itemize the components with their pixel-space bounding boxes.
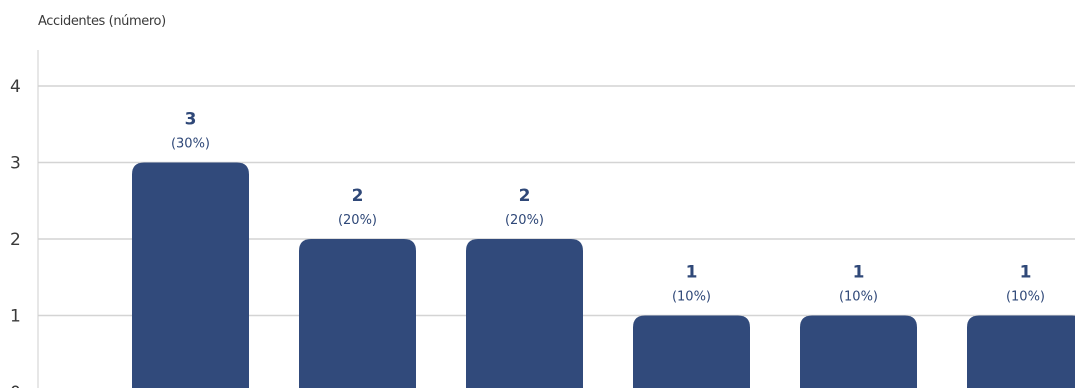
bar-1 [132, 162, 249, 388]
percent-label-3: (20%) [505, 213, 544, 228]
bar-2 [299, 239, 416, 388]
percent-label-5: (10%) [839, 290, 878, 305]
y-tick-labels: 0 1 2 3 4 [10, 77, 21, 388]
bar-3 [466, 239, 583, 388]
y-axis-title: Accidentes (número) [38, 14, 166, 29]
bars [132, 162, 1075, 388]
bar-5 [800, 315, 917, 388]
percent-label-4: (10%) [672, 290, 711, 305]
data-labels: 3 (30%) 2 (20%) 2 (20%) 1 (10%) 1 (10%) 1 (10%) [171, 110, 1045, 305]
value-label-4: 1 [686, 263, 698, 283]
value-label-1: 3 [185, 110, 197, 130]
y-tick-label-4: 4 [10, 77, 21, 97]
y-tick-label-2: 2 [10, 230, 21, 250]
y-tick-label-0: 0 [10, 383, 21, 388]
percent-label-6: (10%) [1006, 290, 1045, 305]
value-label-2: 2 [352, 186, 364, 206]
y-tick-label-1: 1 [10, 307, 21, 327]
bar-6 [967, 315, 1075, 388]
value-label-3: 2 [519, 186, 531, 206]
bar-4 [633, 315, 750, 388]
percent-label-1: (30%) [171, 137, 210, 152]
value-label-6: 1 [1020, 263, 1032, 283]
value-label-5: 1 [853, 263, 865, 283]
percent-label-2: (20%) [338, 213, 377, 228]
y-tick-label-3: 3 [10, 154, 21, 174]
